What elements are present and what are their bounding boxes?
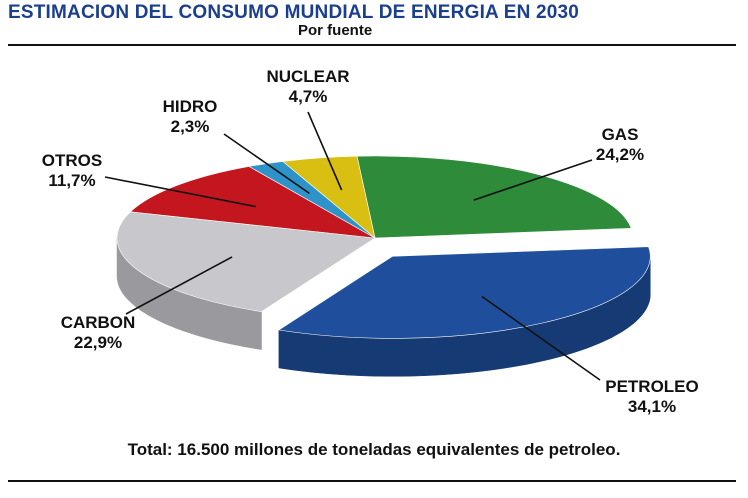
bottom-divider — [8, 480, 736, 482]
pie-slices — [116, 155, 651, 339]
chart-title: ESTIMACION DEL CONSUMO MUNDIAL DE ENERGI… — [8, 2, 580, 23]
label-hidro: HIDRO — [163, 97, 218, 116]
leader-gas — [473, 159, 593, 201]
leader-petroleo — [481, 295, 601, 381]
value-carbon: 22,9% — [74, 333, 122, 352]
slice-otros — [129, 166, 376, 239]
label-gas: GAS — [602, 125, 639, 144]
label-petroleo: PETROLEO — [605, 377, 699, 396]
value-hidro: 2,3% — [171, 117, 210, 136]
label-carbon: CARBON — [61, 313, 136, 332]
slice-nuclear — [282, 155, 376, 239]
leader-lines — [104, 111, 601, 381]
chart-subtitle: Por fuente — [298, 22, 373, 39]
leader-nuclear — [307, 111, 343, 191]
slice-carbon — [116, 211, 376, 312]
value-gas: 24,2% — [596, 145, 644, 164]
leader-carbon — [125, 256, 233, 315]
leader-hidro — [223, 133, 310, 195]
slice-petroleo — [278, 246, 651, 339]
label-nuclear: NUCLEAR — [266, 67, 349, 86]
slice-gas — [356, 155, 632, 239]
value-otros: 11,7% — [48, 171, 95, 190]
label-otros: OTROS — [42, 151, 102, 170]
total-note: Total: 16.500 millones de toneladas equi… — [127, 440, 621, 459]
value-petroleo: 34,1% — [628, 397, 676, 416]
top-divider — [8, 44, 736, 46]
leader-otros — [104, 176, 257, 208]
value-nuclear: 4,7% — [289, 87, 328, 106]
